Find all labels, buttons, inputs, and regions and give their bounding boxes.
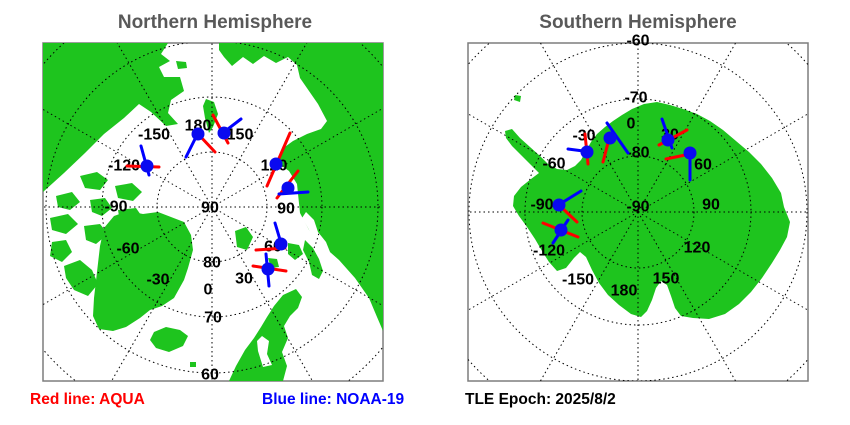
satellite-position-dot [554,223,568,237]
grid-label: -120 [533,243,565,260]
satellite-position-dot [661,133,675,147]
north-landmasses [43,43,383,381]
grid-label: 0 [204,282,213,299]
grid-label: 60 [694,157,712,174]
landmass-siberia-eurasia [219,43,383,331]
grid-label: 90 [201,200,219,217]
landmass-arctic-island [90,198,112,216]
latitude-circle [468,43,808,381]
grid-label: -120 [108,158,140,175]
satellite-position-dot [683,146,697,160]
grid-label: 90 [277,201,295,218]
satellite-position-dot [269,157,283,171]
satellite-position-dot [603,131,617,145]
grid-label: -70 [624,90,647,107]
noaa19-track-line [277,190,310,196]
landmass-baffin-island [64,260,98,296]
noaa19-track-line [605,121,630,155]
south-hemisphere-map: -60-70-80-900306090120150180-150-120-90-… [467,33,809,382]
landmass-iceland [150,327,188,352]
satellite-position-dot [140,159,154,173]
grid-label: -90 [104,199,127,216]
north-graticule [43,43,383,381]
latitude-circle [101,96,323,318]
north-satellite-markers [125,113,310,288]
satellite-position-dot [274,237,288,251]
landmass-svalbard [235,227,253,250]
grid-label: -60 [626,33,649,50]
grid-label: 70 [204,310,222,327]
north-grid-labels: 908007060180-150150-120120-9090-6060-303… [104,118,295,384]
landmass-arctic-island [50,214,78,234]
landmass-wrangel-island [176,61,187,69]
south-map-title: Southern Hemisphere [539,12,736,33]
grid-label: 180 [611,283,638,300]
grid-label: 150 [653,271,680,288]
grid-label: 0 [627,116,636,133]
south-satellite-markers [541,117,697,245]
satellite-position-dot [191,127,205,141]
satellite-position-dot [217,126,231,140]
grid-label: 180 [185,118,212,135]
landmass-new-siberian-islands [203,99,218,133]
grid-label: 80 [203,255,221,272]
grid-label: -80 [626,145,649,162]
landmass-arctic-island [56,192,80,210]
legend-noaa19-blue-line: Blue line: NOAA-19 [262,391,404,408]
satellite-position-dot [552,198,566,212]
landmass-arctic-island [50,240,72,262]
landmass-franz-josef-land [288,243,303,260]
north-hemisphere-map: 908007060180-150150-120120-9090-6060-303… [42,42,384,384]
gulf-of-bothnia [257,336,272,367]
grid-label: 60 [201,367,219,384]
satellite-position-dot [261,262,275,276]
landmass-peninsula-tip-island [514,95,521,102]
white-sea-channel [302,212,330,252]
landmass-scandinavia [229,289,302,381]
south-landmasses [505,95,790,319]
landmass-arctic-island [80,172,108,190]
grid-label: -30 [146,272,169,289]
landmass-novaya-zemlya [303,240,323,279]
landmass-north-america-alaska [43,43,184,192]
landmass-antarctica [505,102,790,319]
satellite-position-dot [281,181,295,195]
landmass-greenland [93,211,193,331]
south-graticule [468,43,808,381]
legend-tle-epoch: TLE Epoch: 2025/8/2 [465,391,616,408]
grid-label: -60 [116,241,139,258]
south-grid-labels: -60-70-80-900306090120150180-150-120-90-… [530,33,720,300]
grid-label: 90 [702,197,720,214]
grid-label: -150 [138,127,170,144]
grid-label: 150 [227,127,254,144]
grid-label: -60 [542,156,565,173]
grid-label: 120 [684,240,711,257]
legend-aqua-red-line: Red line: AQUA [30,391,145,408]
latitude-circle [45,43,379,374]
satellite-position-dot [580,145,594,159]
grid-label: 30 [235,271,253,288]
grid-label: -90 [530,197,553,214]
latitude-circle [581,155,695,269]
landmass-arctic-island [115,183,142,201]
landmass-faroe [190,362,196,367]
grid-label: -150 [562,272,594,289]
north-map-title: Northern Hemisphere [118,12,312,33]
grid-label: -90 [626,199,649,216]
